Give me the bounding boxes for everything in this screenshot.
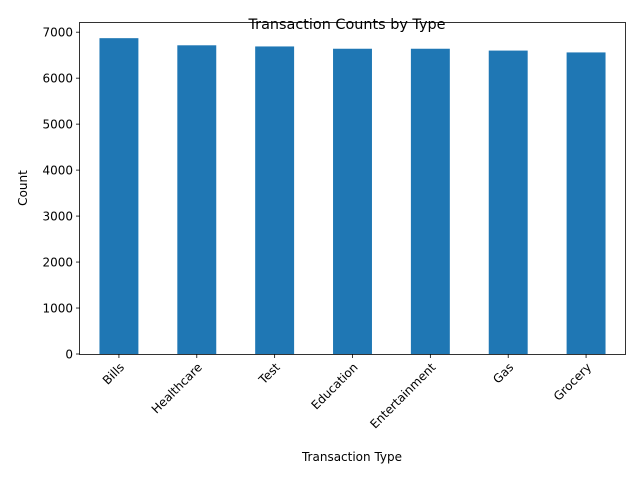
x-axis-label: Transaction Type [301, 450, 402, 464]
bar-healthcare [177, 45, 217, 354]
bar-gas [488, 50, 528, 354]
y-tick-label: 2000 [42, 256, 73, 270]
bar-test [255, 46, 295, 355]
bar-education [333, 48, 372, 354]
y-tick-label: 6000 [42, 72, 73, 86]
chart-title: Transaction Counts by Type [248, 17, 446, 33]
bar-entertainment [410, 48, 450, 354]
y-tick-label: 0 [65, 348, 73, 362]
y-tick-label: 3000 [42, 210, 73, 224]
y-tick-label: 1000 [42, 302, 73, 316]
y-tick-label: 5000 [42, 118, 73, 132]
y-tick-label: 7000 [42, 26, 73, 40]
bar-grocery [566, 52, 606, 355]
bar-bills [99, 38, 139, 354]
y-axis: 0 1000 2000 3000 4000 5000 6000 7000 [42, 26, 80, 362]
bars-group [99, 38, 606, 355]
y-axis-label: Count [16, 170, 30, 206]
y-tick-label: 4000 [42, 164, 73, 178]
